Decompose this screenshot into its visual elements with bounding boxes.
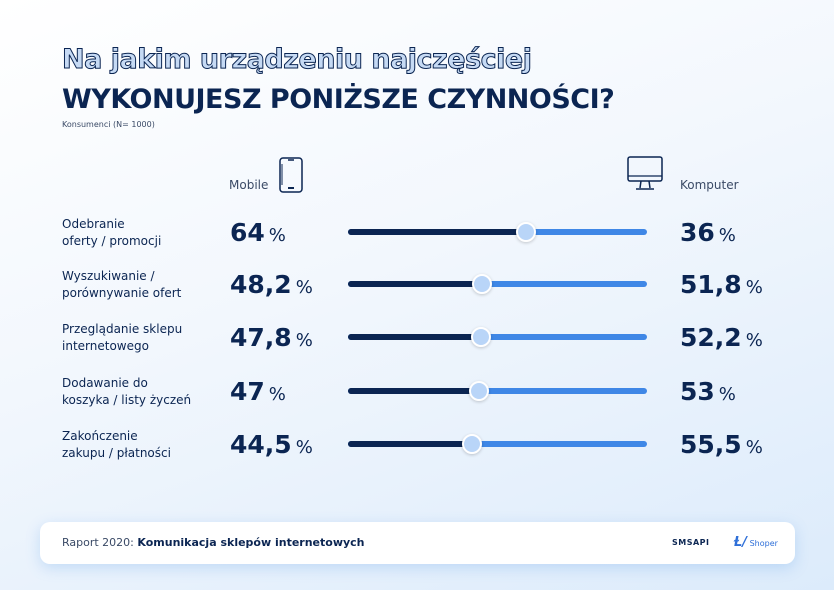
- chart-row: Przeglądanie sklepu internetowego 47,8% 5…: [0, 321, 834, 361]
- smartphone-icon: [279, 157, 303, 193]
- mobile-bar: [348, 388, 479, 394]
- mobile-bar: [348, 281, 483, 287]
- category-label: Zakończenie zakupu / płatności: [62, 429, 171, 460]
- split-marker: [470, 327, 491, 347]
- mobile-value-label: 44,5%: [230, 430, 313, 459]
- smsapi-logo: SMSAPI: [672, 538, 710, 547]
- footer-report: Raport 2020: Komunikacja sklepów interne…: [62, 536, 365, 549]
- computer-value-label: 52,2%: [680, 323, 763, 352]
- title-outline: Na jakim urządzeniu najczęściej: [62, 44, 533, 76]
- category-label: Przeglądanie sklepu internetowego: [62, 322, 183, 353]
- category-label: Wyszukiwanie / porównywanie ofert: [62, 269, 182, 300]
- legend-computer: Komputer: [680, 178, 739, 192]
- mobile-value-label: 48,2%: [230, 270, 313, 299]
- category-label: Dodawanie do koszyka / listy życzeń: [62, 376, 192, 407]
- chart-row: Dodawanie do koszyka / listy życzeń 47% 5…: [0, 375, 834, 415]
- computer-bar: [348, 381, 647, 401]
- split-marker: [461, 434, 482, 454]
- computer-bar: [348, 327, 647, 347]
- mobile-value-label: 64%: [230, 218, 286, 247]
- mobile-bar: [348, 334, 481, 340]
- desktop-computer-icon: [627, 156, 663, 190]
- mobile-value-label: 47%: [230, 377, 286, 406]
- computer-value-label: 36%: [680, 218, 736, 247]
- computer-value-label: 53%: [680, 377, 736, 406]
- subtitle: Konsumenci (N= 1000): [62, 120, 155, 129]
- chart-row: Wyszukiwanie / porównywanie ofert 48,2% 5…: [0, 268, 834, 308]
- split-marker: [472, 274, 493, 294]
- chart-row: Odebranie oferty / promocji 64% 36%: [0, 216, 834, 256]
- legend-mobile: Mobile: [229, 178, 269, 192]
- title-bold: WYKONUJESZ PONIŻSZE CZYNNOŚCI?: [62, 84, 615, 115]
- computer-value-label: 55,5%: [680, 430, 763, 459]
- shoper-logo-text: Shoper: [749, 539, 778, 548]
- computer-bar: [348, 274, 647, 294]
- mobile-bar: [348, 441, 472, 447]
- computer-value-label: 51,8%: [680, 270, 763, 299]
- footer-title: Komunikacja sklepów internetowych: [137, 536, 365, 549]
- mobile-value-label: 47,8%: [230, 323, 313, 352]
- footer-prefix: Raport 2020:: [62, 536, 134, 549]
- mobile-bar: [348, 229, 526, 235]
- split-marker: [468, 381, 489, 401]
- chart-row: Zakończenie zakupu / płatności 44,5% 55,5…: [0, 428, 834, 468]
- split-marker: [515, 222, 536, 242]
- computer-bar: [348, 434, 647, 454]
- computer-bar: [348, 222, 647, 242]
- footer-bar: Raport 2020: Komunikacja sklepów interne…: [40, 522, 795, 564]
- shoper-logo: Ɫ/ Shoper: [734, 535, 778, 550]
- category-label: Odebranie oferty / promocji: [62, 217, 162, 248]
